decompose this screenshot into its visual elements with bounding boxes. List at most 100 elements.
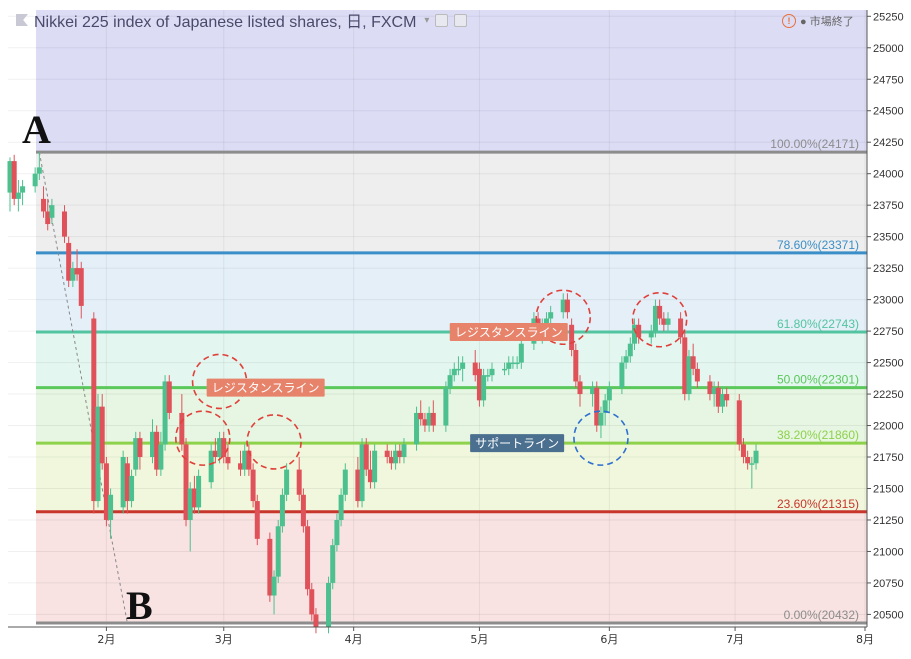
candle — [284, 463, 290, 502]
candle — [745, 450, 751, 470]
candle-body — [569, 324, 575, 350]
candle — [485, 368, 491, 382]
candle-body — [238, 463, 244, 470]
candle — [426, 406, 432, 432]
candle — [158, 431, 164, 476]
candle-body — [564, 299, 570, 313]
candle — [715, 381, 721, 413]
candle — [61, 205, 67, 243]
candle-body — [648, 331, 654, 338]
candle-body — [275, 526, 281, 577]
candle — [124, 457, 130, 514]
candle-body — [279, 494, 285, 527]
candle — [401, 438, 407, 464]
candle-body — [208, 450, 214, 483]
candle-body — [694, 368, 700, 382]
candle — [665, 312, 671, 332]
candle-body — [300, 494, 306, 527]
candle — [384, 444, 390, 464]
candle-body — [179, 412, 185, 445]
candle — [476, 362, 482, 407]
candle-body — [397, 450, 403, 458]
candle-body — [481, 375, 487, 401]
highlight-circle — [631, 291, 688, 348]
candle — [313, 608, 319, 634]
candle — [749, 457, 755, 489]
candle-body — [715, 387, 721, 407]
candle — [367, 450, 373, 489]
y-axis-tick-label: 20750 — [873, 578, 904, 590]
y-axis-tick-label: 21000 — [873, 546, 904, 558]
candle-body — [120, 457, 126, 508]
candle-body — [476, 368, 482, 401]
candle-body — [91, 318, 97, 502]
candle — [606, 381, 612, 413]
candle-body — [749, 463, 755, 465]
candle — [372, 444, 378, 489]
candle — [720, 387, 725, 413]
candle-body — [78, 268, 84, 306]
candle-body — [183, 444, 189, 520]
candle — [238, 450, 244, 476]
candle — [363, 438, 369, 476]
candle — [506, 356, 512, 376]
fib-band — [36, 443, 867, 512]
candle — [418, 400, 424, 426]
candle-body — [150, 431, 155, 458]
candle — [573, 343, 579, 388]
candle-body — [560, 299, 566, 313]
settings-icon[interactable] — [435, 13, 449, 27]
candle-body — [363, 444, 369, 470]
x-axis-tick-label: 8月 — [856, 633, 874, 646]
candle-body — [36, 167, 42, 174]
candle — [753, 444, 759, 470]
candle-body — [388, 457, 394, 464]
candle — [619, 356, 625, 395]
candle — [217, 431, 223, 464]
candle-body — [49, 205, 55, 218]
candle-body — [443, 387, 449, 426]
fib-level-label: 78.60%(23371) — [777, 238, 859, 252]
gear-icon[interactable] — [454, 13, 468, 27]
candle — [154, 425, 160, 476]
symbol-flag-icon — [16, 14, 28, 26]
candle-body — [711, 387, 717, 395]
candle-body — [661, 318, 667, 325]
candle-body — [652, 305, 658, 332]
candle — [166, 375, 172, 420]
candle-body — [129, 475, 135, 502]
chart-title[interactable]: Nikkei 225 index of Japanese listed shar… — [34, 14, 417, 31]
x-axis-tick-label: 2月 — [97, 633, 115, 646]
highlight-circle — [246, 414, 302, 470]
chart-header: Nikkei 225 index of Japanese listed shar… — [16, 6, 468, 34]
candle — [678, 312, 684, 344]
warning-icon[interactable]: ! — [782, 14, 796, 28]
market-status: ! ● 市場終了 — [782, 13, 854, 29]
candle — [183, 438, 189, 527]
candle — [359, 438, 365, 508]
candle — [120, 450, 126, 514]
candle — [32, 167, 38, 193]
candle — [305, 519, 311, 596]
candle — [548, 305, 554, 325]
candle-body — [212, 450, 218, 458]
y-axis-tick-label: 25000 — [873, 43, 904, 55]
y-axis-tick-label: 24250 — [873, 137, 904, 149]
candle-body — [250, 469, 256, 502]
fib-band-top — [36, 10, 867, 153]
candle — [334, 513, 340, 552]
y-axis-tick-label: 22250 — [873, 389, 904, 401]
candle-body — [103, 463, 109, 520]
candle-body — [355, 469, 361, 502]
annotation-label-3: サポートライン — [470, 434, 565, 453]
candle-body — [686, 356, 692, 395]
chevron-down-icon[interactable]: ▾ — [424, 14, 430, 26]
annotation-label-2: レジスタンスライン — [206, 378, 325, 397]
candle-body — [682, 337, 688, 395]
candle-body — [313, 614, 319, 627]
candle-body — [271, 576, 277, 596]
candle-body — [221, 438, 227, 458]
candle — [300, 488, 306, 533]
